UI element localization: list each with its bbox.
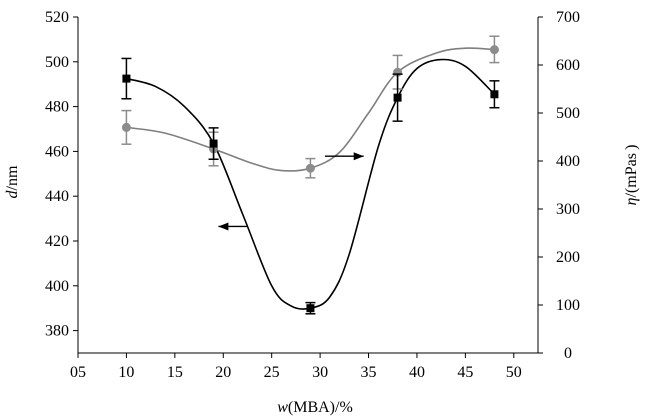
x-tick-label: 35 (361, 364, 377, 381)
x-axis-title: w(MBA)/% (277, 399, 353, 416)
y-axis-right-title: η/(mPas ) (623, 145, 640, 206)
y-right-tick-label: 300 (556, 201, 580, 218)
y-axis-right-title-italic: η (623, 197, 640, 205)
y-axis-left-title-italic: d (4, 189, 21, 198)
x-tick-label: 40 (409, 364, 425, 381)
axis-arrows (218, 152, 364, 231)
viscosity-point (305, 163, 315, 173)
y-left-tick-label: 440 (45, 188, 69, 205)
viscosity-fit-curve (126, 47, 495, 172)
diameter-point (209, 139, 218, 148)
x-tick-label: 10 (118, 364, 134, 381)
y-axis-left-title: d/nm (4, 165, 21, 198)
x-tick-label: 05 (70, 364, 86, 381)
left-axis-arrow-head (218, 222, 229, 231)
x-axis-title-italic: w (277, 399, 288, 416)
x-tick-label: 20 (215, 364, 231, 381)
x-tick-label: 15 (167, 364, 183, 381)
tick-labels: 05 10 15 20 25 30 35 40 45 50 380 400 420 440 460 480 50… (45, 9, 580, 381)
y-left-tick-label: 380 (45, 323, 69, 340)
y-left-tick-label: 520 (45, 9, 69, 26)
plot-frame (73, 16, 543, 358)
y-right-tick-label: 400 (556, 153, 580, 170)
diameter-point (393, 93, 402, 102)
y-right-tick-label: 0 (564, 345, 572, 362)
y-axis-left-title-rest: /nm (4, 165, 21, 190)
y-right-tick-label: 600 (556, 57, 580, 74)
x-tick-label: 25 (264, 364, 280, 381)
diameter-point (122, 74, 131, 83)
diameter-fit-curve (126, 58, 495, 310)
viscosity-point (489, 45, 499, 55)
fit-curves (126, 47, 495, 310)
diameter-point (306, 304, 315, 313)
y-right-tick-label: 500 (556, 105, 580, 122)
y-left-tick-label: 400 (45, 278, 69, 295)
y-left-tick-label: 500 (45, 54, 69, 71)
y-right-tick-label: 700 (556, 9, 580, 26)
y-left-tick-label: 460 (45, 143, 69, 160)
data-markers (121, 35, 500, 315)
y-left-tick-label: 480 (45, 99, 69, 116)
right-axis-arrow-head (353, 152, 364, 161)
y-axis-right-title-rest: /(mPas ) (623, 145, 640, 198)
y-left-tick-label: 420 (45, 233, 69, 250)
diameter-point (490, 90, 499, 99)
x-axis-title-rest: (MBA)/% (288, 399, 353, 416)
x-tick-label: 30 (312, 364, 328, 381)
y-right-tick-label: 100 (556, 297, 580, 314)
x-tick-label: 50 (506, 364, 522, 381)
y-right-tick-label: 200 (556, 249, 580, 266)
x-tick-label: 45 (457, 364, 473, 381)
viscosity-point (121, 122, 131, 132)
